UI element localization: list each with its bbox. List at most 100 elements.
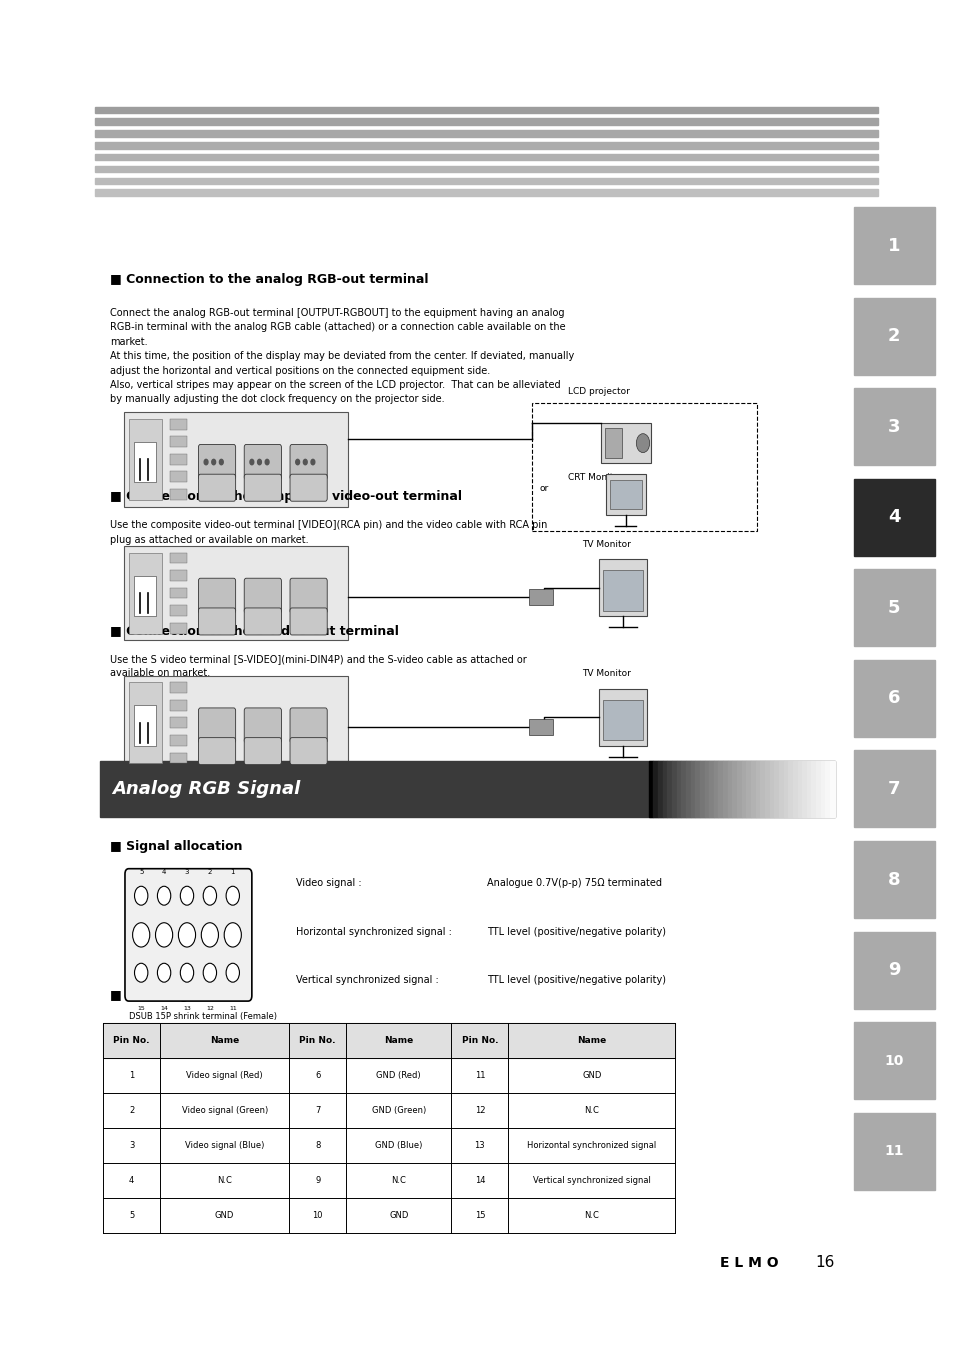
Bar xyxy=(741,761,745,817)
Bar xyxy=(170,623,187,634)
Bar xyxy=(769,761,774,817)
FancyBboxPatch shape xyxy=(198,474,235,501)
Bar xyxy=(95,130,877,136)
Text: Video signal (Red): Video signal (Red) xyxy=(186,1071,263,1079)
Bar xyxy=(671,761,676,817)
Text: 15: 15 xyxy=(474,1212,485,1220)
FancyBboxPatch shape xyxy=(290,608,327,635)
Text: 6: 6 xyxy=(887,689,900,708)
FancyBboxPatch shape xyxy=(244,738,281,765)
Circle shape xyxy=(157,886,171,905)
FancyBboxPatch shape xyxy=(290,474,327,501)
Bar xyxy=(690,761,695,817)
Bar xyxy=(815,761,820,817)
Text: GND (Green): GND (Green) xyxy=(372,1106,425,1115)
Text: 5: 5 xyxy=(129,1212,134,1220)
Text: GND: GND xyxy=(581,1071,601,1079)
FancyBboxPatch shape xyxy=(198,578,235,613)
FancyBboxPatch shape xyxy=(290,444,327,480)
Text: 4: 4 xyxy=(162,870,166,875)
Bar xyxy=(95,189,877,196)
Text: Video signal :: Video signal : xyxy=(295,878,361,888)
Text: ■ Pin assignment: ■ Pin assignment xyxy=(110,989,233,1002)
Bar xyxy=(95,177,877,184)
Bar xyxy=(598,689,646,746)
Bar xyxy=(170,605,187,616)
FancyBboxPatch shape xyxy=(290,578,327,613)
FancyBboxPatch shape xyxy=(198,444,235,480)
Text: 13: 13 xyxy=(474,1142,485,1150)
Text: N.C: N.C xyxy=(584,1212,598,1220)
Bar xyxy=(787,761,792,817)
Text: 10: 10 xyxy=(883,1054,903,1067)
Text: 1: 1 xyxy=(129,1071,134,1079)
FancyBboxPatch shape xyxy=(198,608,235,635)
Bar xyxy=(792,761,797,817)
Bar xyxy=(760,761,764,817)
Text: Analogue 0.7V(p-p) 75Ω terminated: Analogue 0.7V(p-p) 75Ω terminated xyxy=(486,878,660,888)
Text: Connect the analog RGB-out terminal [OUTPUT-RGBOUT] to the equipment having an a: Connect the analog RGB-out terminal [OUT… xyxy=(110,308,574,404)
Circle shape xyxy=(265,459,269,465)
Text: Name: Name xyxy=(384,1036,413,1044)
Text: N.C: N.C xyxy=(217,1177,232,1185)
Text: GND: GND xyxy=(214,1212,234,1220)
Text: 12: 12 xyxy=(474,1106,485,1115)
Text: 11: 11 xyxy=(883,1144,903,1158)
Circle shape xyxy=(178,923,195,947)
Bar xyxy=(755,761,760,817)
Text: Pin No.: Pin No. xyxy=(299,1036,335,1044)
Bar xyxy=(658,761,662,817)
Text: 9: 9 xyxy=(314,1177,320,1185)
Bar xyxy=(853,751,934,827)
Text: 3: 3 xyxy=(185,870,189,875)
Bar xyxy=(124,412,348,507)
Circle shape xyxy=(203,963,216,982)
Bar xyxy=(170,553,187,563)
Bar xyxy=(170,570,187,581)
Bar xyxy=(605,474,645,515)
Circle shape xyxy=(203,886,216,905)
Bar xyxy=(129,553,162,634)
Bar xyxy=(703,761,708,817)
Text: CRT Monitor: CRT Monitor xyxy=(567,473,621,482)
Circle shape xyxy=(201,923,218,947)
Circle shape xyxy=(204,459,208,465)
Bar xyxy=(718,761,722,817)
Text: 1: 1 xyxy=(231,870,234,875)
Circle shape xyxy=(303,459,307,465)
Bar xyxy=(727,761,732,817)
Text: ■ Connection to the analog RGB-out terminal: ■ Connection to the analog RGB-out termi… xyxy=(110,273,428,286)
Text: GND: GND xyxy=(389,1212,408,1220)
Text: 14: 14 xyxy=(474,1177,485,1185)
Text: 8: 8 xyxy=(314,1142,320,1150)
Text: TTL level (positive/negative polarity): TTL level (positive/negative polarity) xyxy=(486,975,665,985)
Bar xyxy=(662,761,667,817)
Text: GND (Blue): GND (Blue) xyxy=(375,1142,422,1150)
Bar xyxy=(806,761,811,817)
Circle shape xyxy=(219,459,223,465)
Text: 14: 14 xyxy=(160,1006,168,1012)
Text: Name: Name xyxy=(577,1036,606,1044)
Text: GND (Red): GND (Red) xyxy=(376,1071,420,1079)
Circle shape xyxy=(155,923,172,947)
Text: 12: 12 xyxy=(206,1006,213,1012)
Bar xyxy=(653,761,658,817)
Circle shape xyxy=(311,459,314,465)
Bar xyxy=(95,154,877,161)
Text: 11: 11 xyxy=(229,1006,236,1012)
Bar xyxy=(602,570,642,611)
Text: Name: Name xyxy=(210,1036,239,1044)
Text: Use the composite video-out terminal [VIDEO](RCA pin) and the video cable with R: Use the composite video-out terminal [VI… xyxy=(110,520,546,544)
Bar xyxy=(764,761,769,817)
Text: 3: 3 xyxy=(887,417,900,436)
Bar xyxy=(853,840,934,919)
Text: 5: 5 xyxy=(887,598,900,617)
Text: Vertical synchronized signal :: Vertical synchronized signal : xyxy=(295,975,438,985)
Bar xyxy=(133,705,155,746)
Bar xyxy=(598,559,646,616)
Bar xyxy=(745,761,750,817)
Circle shape xyxy=(134,886,148,905)
Text: 3: 3 xyxy=(129,1142,134,1150)
FancyBboxPatch shape xyxy=(244,444,281,480)
Circle shape xyxy=(257,459,261,465)
